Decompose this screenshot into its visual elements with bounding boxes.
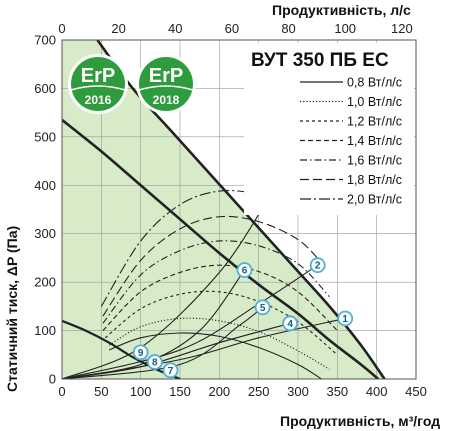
badge-erp-text: ErP <box>149 65 183 87</box>
x-tick-label: 350 <box>326 384 348 399</box>
y-axis-title: Статичний тиск, ΔP (Па) <box>4 226 20 392</box>
legend-box <box>244 43 414 215</box>
marker-label: 4 <box>287 319 293 330</box>
marker-circle <box>132 344 149 361</box>
badge-erp-text: ErP <box>81 65 115 87</box>
zone-area <box>62 40 385 379</box>
x2-tick-label: 80 <box>281 21 295 36</box>
legend-label: 1,2 Вт/л/с <box>347 115 402 129</box>
marker-circle <box>236 262 253 278</box>
x2-tick-label: 100 <box>334 21 356 36</box>
x-tick-label: 100 <box>130 384 152 399</box>
x2-tick-label: 40 <box>168 21 182 36</box>
marker-circle <box>282 315 299 332</box>
x2-tick-label: 20 <box>111 21 125 36</box>
legend-label: 0,8 Вт/л/с <box>347 76 402 90</box>
badge-swoosh <box>70 85 126 91</box>
marker-label: 7 <box>168 366 174 377</box>
legend-label: 1,6 Вт/л/с <box>347 154 402 168</box>
y-tick-label: 300 <box>34 226 56 241</box>
y-tick-label: 600 <box>34 81 56 96</box>
y-tick-label: 0 <box>49 372 56 387</box>
legend-label: 1,4 Вт/л/с <box>347 134 402 148</box>
chart-title: ВУТ 350 ПБ ЕС <box>251 50 389 71</box>
x-tick-label: 150 <box>169 384 191 399</box>
ticks: 0 50 100 150 200 250 300 350 400 4500100200300400… <box>34 21 427 399</box>
x2-tick-label: 0 <box>58 21 65 36</box>
y-tick-label: 400 <box>34 178 56 193</box>
legend-label: 2,0 Вт/л/с <box>347 193 402 207</box>
efficiency-curve <box>102 264 338 331</box>
efficiency-curve <box>104 290 338 356</box>
efficiency-curve <box>108 317 330 370</box>
y-tick-label: 200 <box>34 275 56 290</box>
system-curve <box>62 322 291 379</box>
erp-badges: ErP 2016 ErP 2018 <box>68 54 196 114</box>
marker-label: 9 <box>138 348 144 359</box>
operating-zone <box>62 40 385 379</box>
y-tick-label: 700 <box>34 33 56 48</box>
x-axis-title: Продуктивність, м³/год <box>280 413 440 429</box>
efficiency-curve <box>102 240 330 324</box>
badge-swoosh <box>138 85 194 91</box>
marker-label: 1 <box>342 314 348 325</box>
marker-label: 5 <box>260 303 266 314</box>
marker-label: 2 <box>315 261 321 272</box>
legend-label: 1,8 Вт/л/с <box>347 173 402 187</box>
marker-circle <box>146 354 163 370</box>
x-tick-label: 50 <box>94 384 108 399</box>
x-tick-label: 250 <box>248 384 270 399</box>
fan-curve-mid <box>62 319 181 379</box>
marker-circle <box>254 299 271 316</box>
marker-circle <box>337 310 354 327</box>
badge-year-text: 2016 <box>85 93 112 107</box>
legend-label: 1,0 Вт/л/с <box>347 95 402 109</box>
marker-label: 8 <box>152 358 158 369</box>
x2-tick-label: 120 <box>391 21 413 36</box>
x2-axis-title: Продуктивність, л/с <box>272 2 411 18</box>
x2-tick-label: 60 <box>225 21 239 36</box>
plot-frame <box>61 39 417 380</box>
badge-circle <box>71 57 125 111</box>
x-tick-label: 200 <box>208 384 230 399</box>
efficiency-curve <box>109 332 322 379</box>
system-curve <box>62 306 263 379</box>
y-tick-label: 100 <box>34 323 56 338</box>
x-tick-label: 300 <box>287 384 309 399</box>
system-curve <box>62 194 271 379</box>
marker-circle <box>162 362 179 379</box>
badge-year-text: 2018 <box>153 93 180 107</box>
y-tick-label: 500 <box>34 129 56 144</box>
legend: 0,8 Вт/л/с 1,0 Вт/л/с 1,2 Вт/л/с 1,4 Вт/л/с… <box>300 76 402 207</box>
badge-circle <box>139 57 193 111</box>
x-tick-label: 0 <box>58 384 65 399</box>
x-tick-label: 450 <box>405 384 427 399</box>
marker-circle <box>309 257 326 274</box>
marker-label: 6 <box>242 266 248 277</box>
x-tick-label: 400 <box>366 384 388 399</box>
efficiency-curve <box>102 215 322 317</box>
